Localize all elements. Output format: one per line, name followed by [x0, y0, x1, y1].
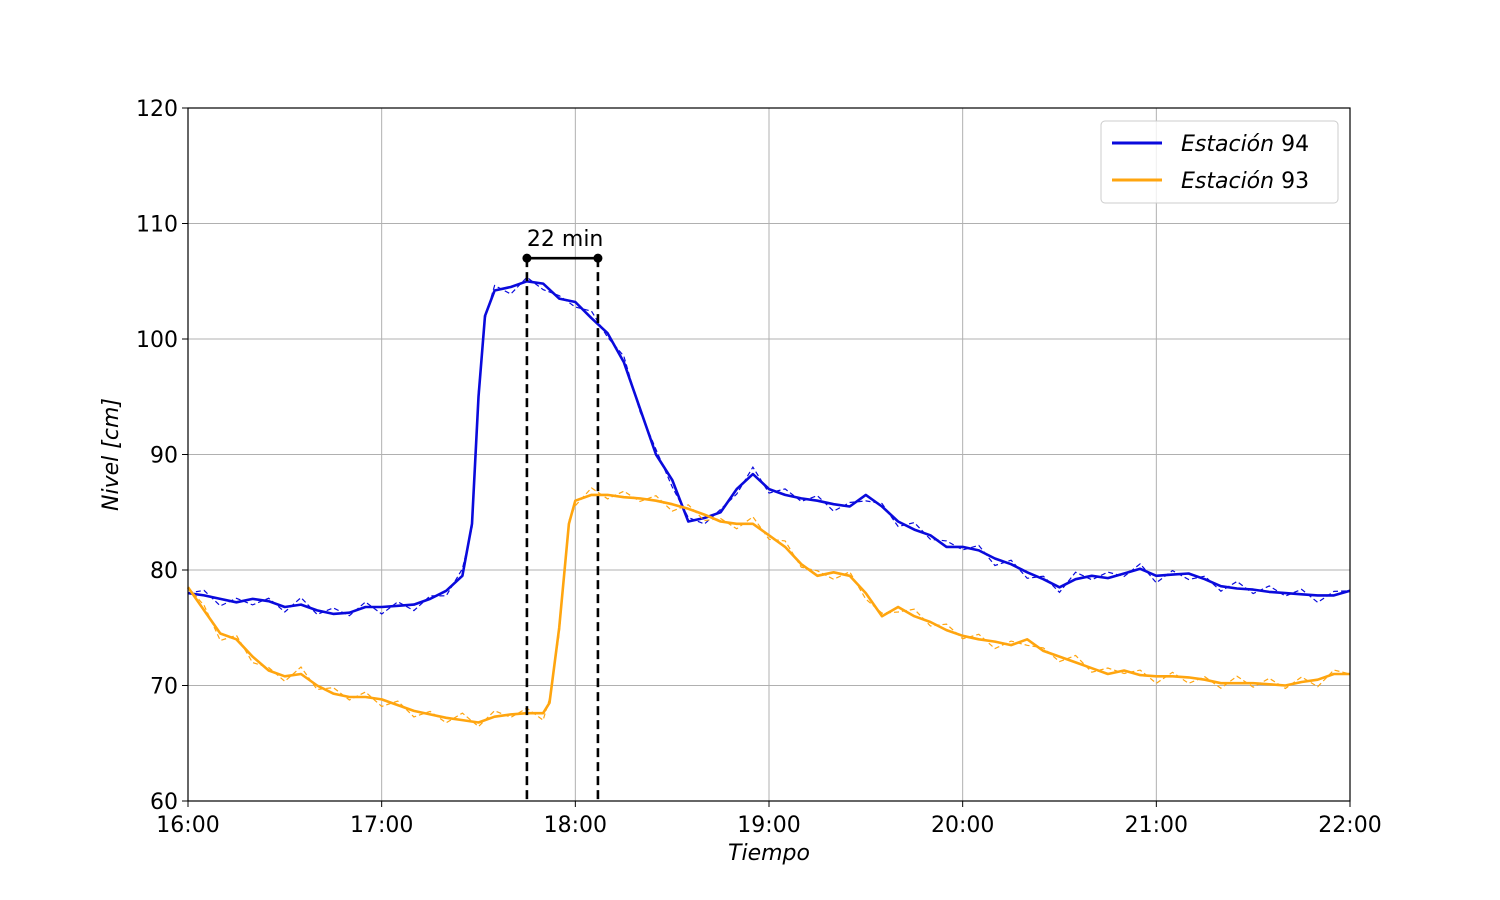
series-layer — [186, 276, 1351, 728]
delay-start-dot — [522, 253, 532, 263]
y-tick-label: 90 — [150, 444, 178, 469]
x-axis-label: Tiempo — [728, 841, 810, 866]
x-tick-label: 19:00 — [737, 813, 800, 838]
delay-annotation: 22 min — [522, 227, 603, 801]
y-tick-label: 70 — [150, 675, 178, 700]
series-line-estacion-94 — [187, 279, 1351, 616]
x-tick-label: 17:00 — [350, 813, 413, 838]
delay-end-dot — [593, 253, 603, 263]
y-tick-label: 80 — [150, 559, 178, 584]
x-tick-label: 22:00 — [1318, 813, 1381, 838]
delay-label: 22 min — [527, 227, 603, 252]
series-raw-estacion-94 — [187, 276, 1351, 617]
y-tick-label: 120 — [136, 97, 178, 122]
y-tick-label: 60 — [150, 790, 178, 815]
y-axis-label-name: Nivel — [99, 456, 124, 511]
series-line-estacion-93 — [186, 493, 1350, 724]
x-tick-label: 21:00 — [1125, 813, 1188, 838]
y-axis-label: Nivel [cm] — [99, 398, 124, 511]
x-tick-label: 16:00 — [156, 813, 219, 838]
y-tick-label: 110 — [136, 213, 178, 238]
x-tick-label: 20:00 — [931, 813, 994, 838]
x-tick-label: 18:00 — [544, 813, 607, 838]
y-tick-label: 100 — [136, 328, 178, 353]
legend: Estación 94 Estación 93 — [1100, 120, 1339, 204]
legend-label-estacion-94: Estación 94 — [1181, 132, 1309, 157]
y-axis-label-unit: [cm] — [99, 398, 124, 449]
axis-ticks: 16:00 17:00 18:00 19:00 20:00 21:00 22:00 60 70 8… — [136, 97, 1382, 838]
series-raw-estacion-93 — [187, 487, 1351, 728]
legend-label-estacion-93: Estación 93 — [1181, 169, 1309, 194]
